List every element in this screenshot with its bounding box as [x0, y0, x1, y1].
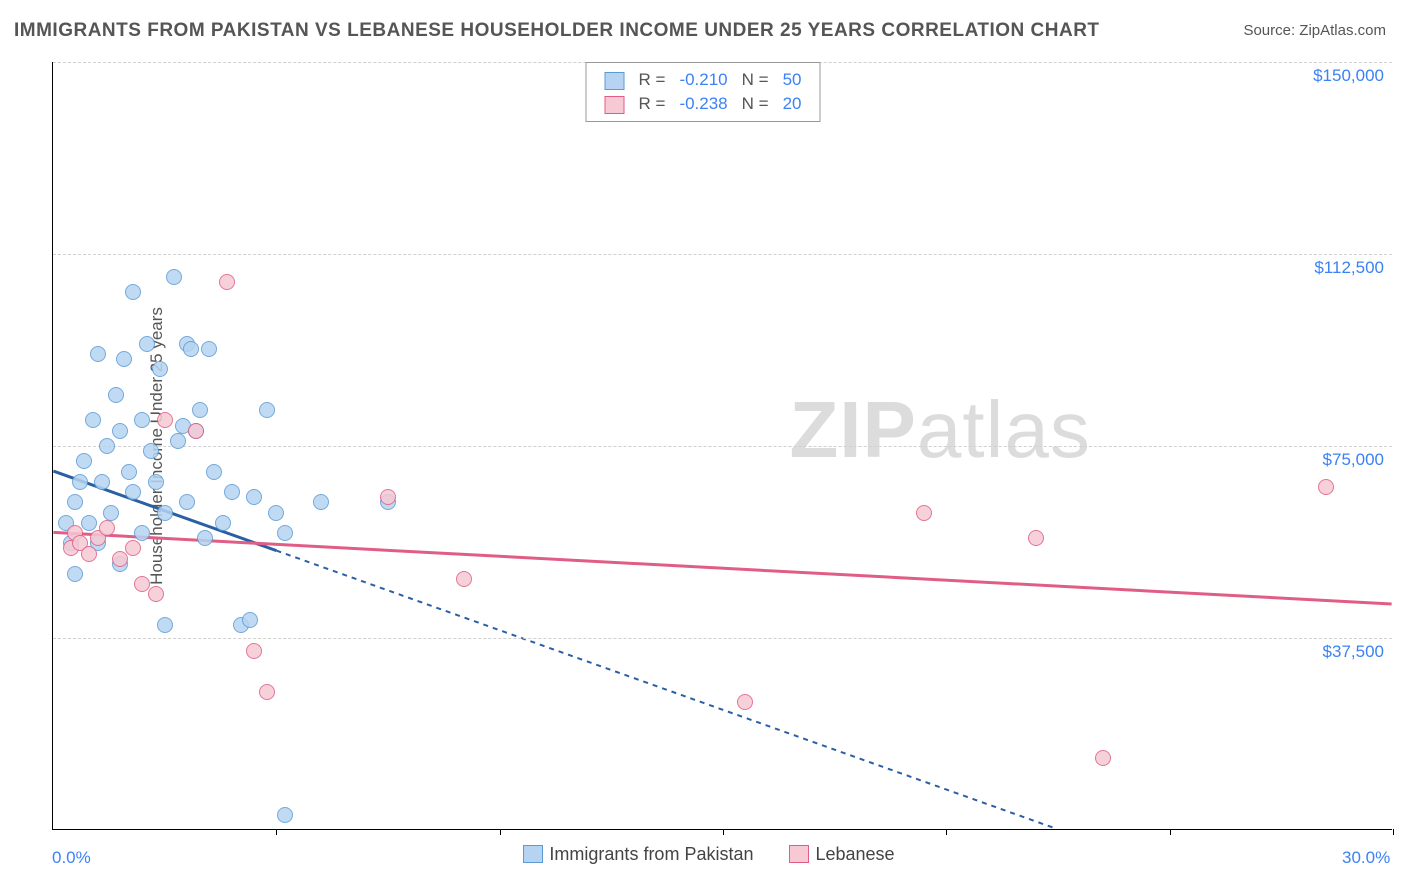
x-tick [946, 829, 947, 835]
data-point [121, 464, 137, 480]
data-point [139, 336, 155, 352]
y-tick-label: $75,000 [1323, 450, 1384, 470]
data-point [99, 438, 115, 454]
plot-area: ZIPatlas $37,500$75,000$112,500$150,000 [52, 62, 1392, 830]
data-point [916, 505, 932, 521]
data-point [224, 484, 240, 500]
data-point [81, 515, 97, 531]
data-point [103, 505, 119, 521]
data-point [1318, 479, 1334, 495]
data-point [152, 361, 168, 377]
data-point [125, 540, 141, 556]
source-label: Source: ZipAtlas.com [1243, 22, 1386, 39]
data-point [85, 412, 101, 428]
data-point [72, 474, 88, 490]
data-point [183, 341, 199, 357]
data-point [108, 387, 124, 403]
data-point [215, 515, 231, 531]
x-tick [276, 829, 277, 835]
data-point [81, 546, 97, 562]
gridline [53, 446, 1392, 447]
data-point [99, 520, 115, 536]
data-point [157, 412, 173, 428]
chart-title: IMMIGRANTS FROM PAKISTAN VS LEBANESE HOU… [14, 20, 1100, 42]
data-point [112, 551, 128, 567]
data-point [116, 351, 132, 367]
data-point [112, 423, 128, 439]
data-point [246, 643, 262, 659]
legend-row: R =-0.210N =50 [599, 69, 808, 91]
data-point [380, 489, 396, 505]
data-point [456, 571, 472, 587]
data-point [197, 530, 213, 546]
x-tick [723, 829, 724, 835]
legend-item: Lebanese [777, 844, 894, 864]
legend-row: R =-0.238N =20 [599, 93, 808, 115]
data-point [148, 474, 164, 490]
data-point [170, 433, 186, 449]
data-point [313, 494, 329, 510]
correlation-legend: R =-0.210N =50R =-0.238N =20 [586, 62, 821, 122]
gridline [53, 254, 1392, 255]
y-tick-label: $112,500 [1314, 258, 1384, 278]
data-point [277, 807, 293, 823]
data-point [192, 402, 208, 418]
data-point [148, 586, 164, 602]
data-point [1095, 750, 1111, 766]
data-point [179, 494, 195, 510]
data-point [157, 617, 173, 633]
data-point [1028, 530, 1044, 546]
data-point [134, 412, 150, 428]
data-point [259, 402, 275, 418]
data-point [90, 346, 106, 362]
data-point [134, 525, 150, 541]
data-point [737, 694, 753, 710]
data-point [67, 566, 83, 582]
data-point [188, 423, 204, 439]
x-tick [500, 829, 501, 835]
data-point [242, 612, 258, 628]
x-axis-min: 0.0% [52, 848, 91, 868]
data-point [76, 453, 92, 469]
data-point [277, 525, 293, 541]
data-point [201, 341, 217, 357]
data-point [219, 274, 235, 290]
data-point [94, 474, 110, 490]
x-tick [1170, 829, 1171, 835]
data-point [143, 443, 159, 459]
data-point [125, 484, 141, 500]
data-point [206, 464, 222, 480]
x-axis-max: 30.0% [1342, 848, 1390, 868]
data-point [246, 489, 262, 505]
data-point [125, 284, 141, 300]
data-point [67, 494, 83, 510]
data-point [166, 269, 182, 285]
x-tick [1393, 829, 1394, 835]
data-point [268, 505, 284, 521]
data-point [157, 505, 173, 521]
series-legend: Immigrants from Pakistan Lebanese [0, 844, 1406, 865]
y-tick-label: $150,000 [1313, 66, 1384, 86]
data-point [259, 684, 275, 700]
legend-item: Immigrants from Pakistan [511, 844, 753, 864]
gridline [53, 638, 1392, 639]
y-tick-label: $37,500 [1323, 642, 1384, 662]
